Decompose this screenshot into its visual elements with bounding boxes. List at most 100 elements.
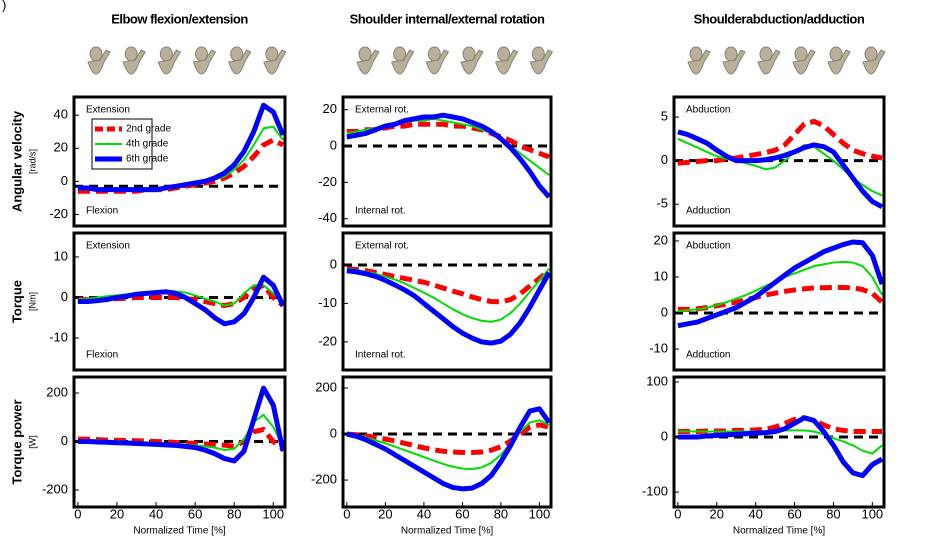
figure-body	[687, 49, 711, 75]
data-line	[346, 406, 551, 492]
plot-frame	[341, 95, 553, 228]
figure-body	[460, 49, 484, 75]
annotation: Adduction	[686, 350, 730, 361]
plot-content	[74, 102, 285, 194]
figure-body	[757, 49, 781, 75]
plot-content	[74, 385, 285, 464]
annotation: Internal rot.	[355, 350, 406, 361]
annotation: Flexion	[86, 350, 118, 361]
figure-icon	[862, 46, 886, 75]
plot-frame	[672, 375, 886, 509]
column-title: Elbow flexion/extension	[111, 11, 248, 26]
figure-body	[529, 49, 554, 75]
data-line	[346, 266, 551, 305]
x-tick-label: 20	[378, 506, 392, 521]
y-axis-label: Torque power	[9, 400, 24, 485]
plot-content	[674, 239, 884, 329]
data-line	[677, 118, 883, 166]
plot-content	[343, 112, 551, 199]
figure-icon	[87, 46, 111, 75]
annotation: Internal rot.	[355, 206, 406, 217]
annotation: Extension	[86, 241, 130, 252]
plot-content	[74, 274, 285, 327]
y-tick-label: 0	[61, 173, 68, 188]
annotation: External rot.	[355, 105, 409, 116]
y-tick-label: 200	[315, 379, 337, 394]
panel-label: )	[2, 0, 6, 12]
y-tick-label: 0	[61, 289, 68, 304]
column-title: Shoulderabduction/adduction	[694, 11, 865, 26]
figure-icon	[228, 46, 252, 75]
annotation: Flexion	[86, 206, 118, 217]
figure-body	[122, 49, 146, 75]
x-tick-label: 80	[227, 506, 241, 521]
legend-label: 4th grade	[126, 139, 169, 150]
data-line	[77, 284, 284, 307]
y-tick-label: -20	[49, 206, 68, 221]
legend-label: 2nd grade	[126, 124, 171, 135]
figure-icon	[192, 46, 217, 75]
figure-body	[356, 49, 380, 75]
x-tick-label: 40	[149, 506, 163, 521]
figure-body	[792, 49, 816, 75]
y-tick-label: 100	[646, 373, 668, 388]
figure-body	[228, 49, 252, 75]
legend-label: 6th grade	[126, 154, 169, 165]
figure-icon	[529, 46, 554, 75]
y-tick-label: 0	[330, 256, 337, 271]
y-tick-label: 20	[54, 140, 68, 155]
figure-body	[862, 49, 886, 75]
plot-content	[343, 406, 551, 492]
x-tick-label: 100	[861, 506, 883, 521]
data-line	[346, 112, 551, 199]
y-tick-label: 10	[654, 268, 668, 283]
y-tick-label: 0	[661, 428, 668, 443]
plot-content	[343, 263, 551, 346]
y-tick-label: 10	[54, 248, 68, 263]
y-tick-label: 0	[330, 137, 337, 152]
y-tick-label: -200	[311, 472, 337, 487]
data-line	[346, 267, 550, 323]
figure-icon	[827, 46, 851, 75]
x-axis-label: Normalized Time [%]	[733, 526, 825, 537]
annotation: Abduction	[686, 105, 730, 116]
y-axis-unit: [Nm]	[27, 292, 37, 311]
annotation: External rot.	[355, 241, 409, 252]
y-axis-label: Angular velocity	[9, 110, 24, 212]
figure-icon	[687, 46, 711, 75]
figure-body	[425, 49, 450, 75]
figure-body	[827, 49, 851, 75]
figure-body	[722, 49, 746, 75]
data-line	[77, 274, 285, 327]
data-line	[77, 385, 285, 464]
y-tick-label: 20	[654, 232, 668, 247]
x-tick-label: 40	[748, 506, 762, 521]
y-tick-label: -5	[656, 196, 668, 211]
figure-icon	[425, 46, 450, 75]
figure-icon	[122, 46, 146, 75]
y-tick-label: 0	[330, 425, 337, 440]
figure-body	[157, 49, 182, 75]
data-line	[677, 284, 884, 312]
x-tick-label: 20	[110, 506, 124, 521]
x-tick-label: 0	[343, 506, 350, 521]
y-tick-label: -10	[49, 329, 68, 344]
plot-area	[674, 233, 884, 370]
figure-body	[263, 49, 287, 75]
y-axis-label: Torque	[9, 280, 24, 323]
figure-body	[192, 49, 217, 75]
y-tick-label: -100	[642, 484, 668, 499]
figure-icon	[495, 46, 519, 75]
data-line	[677, 239, 884, 329]
y-tick-label: 5	[661, 108, 668, 123]
plot-frame	[341, 231, 553, 372]
figure-icon	[722, 46, 746, 75]
data-line	[77, 102, 285, 193]
column-title: Shoulder internal/external rotation	[350, 11, 545, 26]
x-tick-label: 0	[74, 506, 81, 521]
plot-frame	[672, 231, 886, 372]
x-tick-label: 60	[787, 506, 801, 521]
figure-icon	[263, 46, 287, 75]
y-tick-label: -20	[318, 333, 337, 348]
figure-icon	[356, 46, 380, 75]
